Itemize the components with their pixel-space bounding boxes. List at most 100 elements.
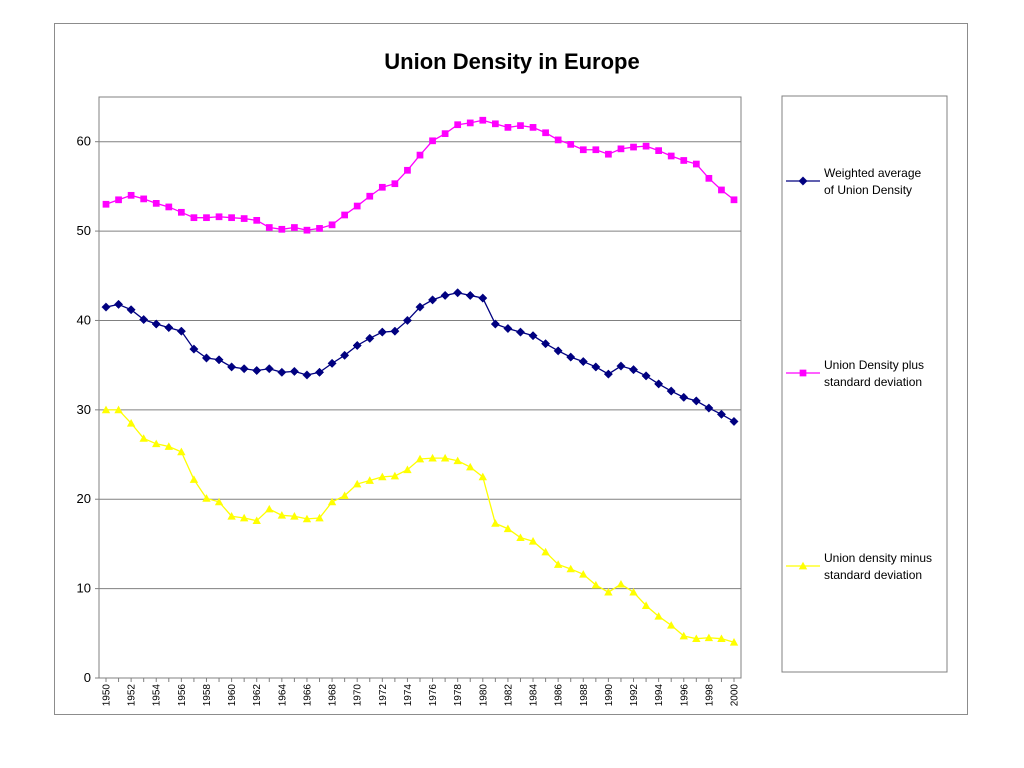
data-point	[416, 151, 424, 159]
x-tick-label: 1990	[604, 684, 615, 707]
data-point	[604, 587, 613, 596]
data-point	[101, 405, 111, 414]
data-point	[402, 315, 412, 326]
data-point	[190, 214, 198, 222]
y-tick-label: 20	[77, 491, 91, 506]
x-tick-label: 1994	[654, 684, 665, 707]
data-point	[315, 513, 324, 522]
data-point	[302, 370, 312, 380]
data-point	[453, 288, 463, 298]
legend-marker	[798, 176, 808, 186]
data-point	[415, 302, 425, 312]
x-tick-label: 1974	[403, 684, 414, 707]
data-point	[152, 439, 161, 448]
data-point	[453, 456, 462, 465]
data-point	[127, 191, 135, 199]
chart-canvas: Union Density in Europe 0 10 20 30 40 50 60 195…	[77, 49, 948, 707]
x-tick-label: 1968	[328, 684, 339, 707]
series-line	[106, 409, 735, 643]
data-point	[214, 497, 224, 506]
data-point	[541, 339, 551, 349]
y-tick-label: 10	[77, 581, 91, 596]
data-point	[151, 319, 161, 329]
data-point	[628, 365, 639, 375]
data-point	[101, 302, 111, 312]
x-tick-label: 1954	[152, 684, 163, 707]
data-point	[328, 221, 336, 229]
data-point	[503, 524, 513, 533]
data-point	[291, 224, 298, 231]
data-point	[591, 362, 601, 372]
x-tick-label: 1986	[554, 684, 565, 707]
data-point	[152, 200, 160, 207]
series-layer	[101, 116, 739, 646]
data-point	[641, 601, 651, 609]
y-tick-label: 0	[84, 670, 91, 685]
series-line	[105, 119, 735, 231]
data-point	[667, 152, 675, 160]
x-tick-label: 1980	[478, 684, 489, 707]
legend-label: Union density minus	[824, 551, 932, 565]
chart-title: Union Density in Europe	[384, 49, 639, 74]
data-point	[579, 146, 587, 154]
data-point	[466, 119, 474, 127]
data-point	[290, 512, 299, 520]
data-point	[553, 346, 563, 356]
x-tick-label: 1984	[529, 684, 540, 707]
data-point	[679, 631, 688, 640]
data-point	[316, 225, 323, 232]
x-tick-label: 1952	[127, 684, 138, 707]
legend-marker	[799, 369, 807, 377]
data-point	[541, 547, 550, 556]
data-point	[303, 226, 311, 234]
data-point	[717, 634, 726, 643]
x-tick-label: 1966	[302, 684, 313, 707]
data-point	[114, 405, 123, 414]
data-point	[139, 434, 148, 442]
data-point	[680, 157, 688, 164]
x-tick-label: 1978	[453, 684, 464, 707]
data-point	[642, 142, 650, 150]
data-point	[201, 353, 212, 363]
data-point	[440, 290, 450, 300]
data-point	[478, 472, 487, 481]
data-point	[253, 216, 261, 224]
data-point	[654, 379, 664, 389]
data-point	[202, 494, 211, 502]
data-point	[265, 224, 273, 231]
x-tick-label: 1950	[102, 684, 113, 707]
legend-marker	[798, 561, 808, 570]
x-tick-label: 1998	[704, 684, 715, 707]
x-tick-label: 1982	[503, 684, 514, 707]
data-point	[705, 174, 713, 182]
data-point	[115, 196, 122, 204]
data-point	[428, 295, 438, 305]
data-point	[630, 143, 637, 151]
plot-area	[98, 96, 742, 679]
data-point	[377, 327, 387, 337]
legend-label: Union Density plus	[824, 358, 924, 372]
data-point	[553, 560, 563, 568]
data-point	[139, 315, 149, 325]
data-point	[441, 130, 449, 138]
data-point	[667, 621, 676, 629]
data-point	[490, 319, 500, 329]
data-point	[178, 208, 185, 216]
data-point	[189, 344, 199, 354]
data-point	[616, 361, 626, 371]
data-point	[340, 491, 349, 500]
legend-label: of Union Density	[824, 183, 912, 197]
data-point	[126, 419, 136, 427]
data-point	[515, 327, 526, 337]
axes: 0 10 20 30 40 50 60 1950 1952 1954 1956 1958 1960 196…	[77, 134, 741, 707]
data-point	[126, 305, 136, 315]
data-point	[730, 196, 738, 204]
data-point	[176, 326, 186, 336]
y-tick-label: 30	[77, 402, 91, 417]
data-point	[391, 180, 399, 188]
data-point	[454, 121, 462, 129]
data-point	[203, 214, 210, 222]
x-tick-label: 1972	[378, 684, 389, 707]
data-point	[252, 365, 262, 376]
data-point	[227, 362, 237, 372]
